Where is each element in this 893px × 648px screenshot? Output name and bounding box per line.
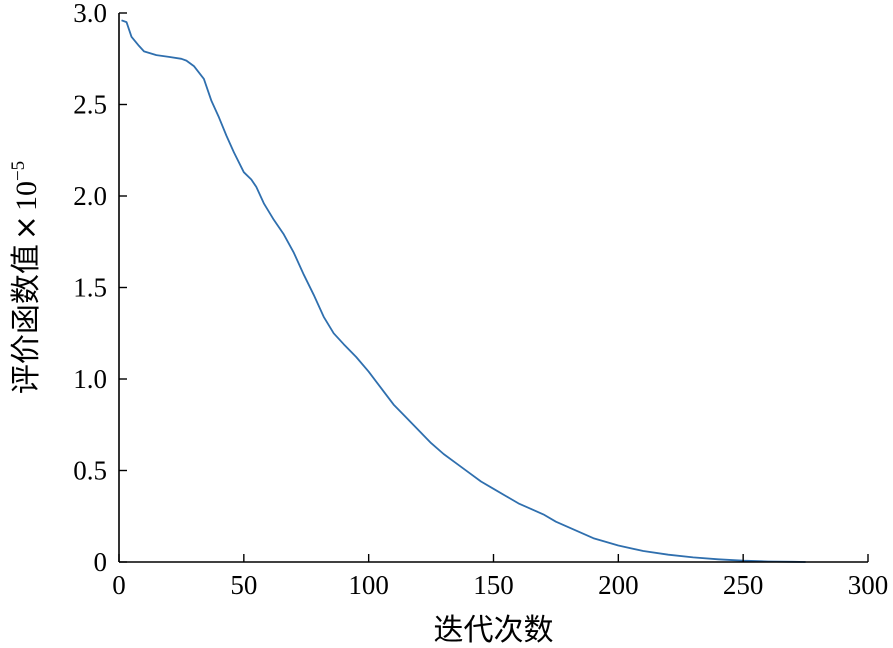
y-tick-label: 2.0 bbox=[73, 181, 107, 211]
y-ticks: 0 0.5 1.0 1.5 2.0 2.5 3.0 bbox=[73, 0, 127, 577]
x-tick-label: 150 bbox=[473, 570, 514, 600]
y-tick-label: 0.5 bbox=[73, 456, 107, 486]
y-tick-label: 1.5 bbox=[73, 273, 107, 303]
y-axis-title-times: × bbox=[9, 215, 44, 240]
x-ticks: 0 50 100 150 200 250 300 bbox=[112, 554, 888, 600]
y-axis-title-base: 10 bbox=[10, 181, 43, 211]
y-tick-label: 1.0 bbox=[73, 364, 107, 394]
x-tick-label: 200 bbox=[598, 570, 639, 600]
x-tick-label: 0 bbox=[112, 570, 126, 600]
y-tick-label: 3.0 bbox=[73, 0, 107, 28]
svg-text:评价函数值×10−5: 评价函数值 × 10−5 bbox=[8, 161, 44, 394]
series-line bbox=[121, 19, 806, 563]
x-tick-label: 100 bbox=[348, 570, 389, 600]
plot-area bbox=[121, 19, 806, 563]
y-axis-title-exponent: −5 bbox=[8, 161, 29, 181]
axes bbox=[118, 13, 868, 563]
y-tick-label: 2.5 bbox=[73, 90, 107, 120]
x-tick-label: 300 bbox=[848, 570, 889, 600]
y-axis-title-main: 评价函数值 bbox=[9, 244, 44, 394]
x-axis-title: 迭代次数 bbox=[434, 613, 554, 648]
y-tick-label: 0 bbox=[94, 547, 108, 577]
x-tick-label: 250 bbox=[723, 570, 764, 600]
x-tick-label: 50 bbox=[230, 570, 257, 600]
y-axis-title: 评价函数值 × 10−5 bbox=[8, 161, 44, 394]
